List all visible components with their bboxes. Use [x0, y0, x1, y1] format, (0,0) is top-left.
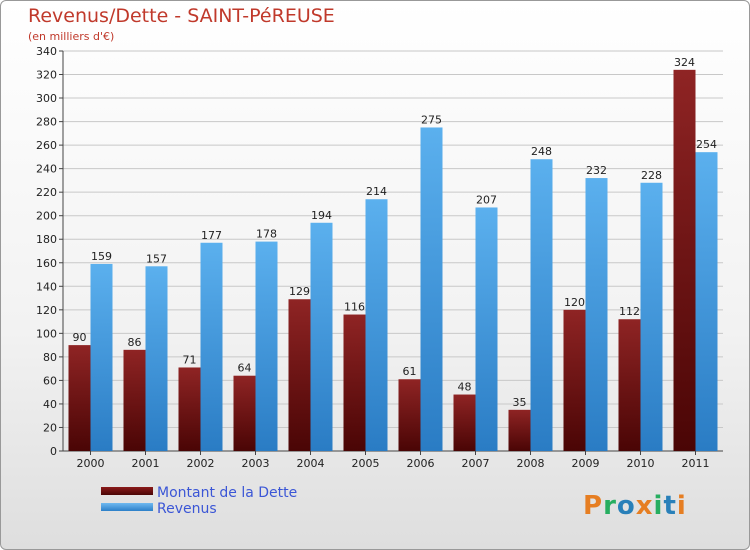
- data-label-revenus: 275: [421, 113, 442, 126]
- y-tick-label: 60: [43, 374, 57, 387]
- x-tick-label: 2011: [682, 457, 710, 470]
- legend-label-dette: Montant de la Dette: [157, 485, 298, 501]
- bar-revenus: [530, 159, 553, 451]
- data-label-revenus: 177: [201, 229, 222, 242]
- data-label-revenus: 157: [146, 252, 167, 265]
- y-tick-label: 120: [36, 304, 57, 317]
- x-tick-label: 2003: [242, 457, 270, 470]
- logo-letter: i: [653, 491, 664, 521]
- bar-dette: [288, 299, 311, 451]
- x-tick-label: 2008: [517, 457, 545, 470]
- chart-subtitle: (en milliers d'€): [28, 30, 115, 43]
- bar-dette: [68, 345, 91, 451]
- logo-letter: x: [635, 491, 654, 521]
- data-label-revenus: 207: [476, 193, 497, 206]
- data-label-dette: 61: [403, 365, 417, 378]
- data-label-revenus: 228: [641, 169, 662, 182]
- data-label-dette: 71: [183, 353, 197, 366]
- y-tick-label: 80: [43, 351, 57, 364]
- bar-revenus: [420, 127, 443, 452]
- y-tick-label: 220: [36, 186, 57, 199]
- logo-letter: r: [603, 491, 617, 521]
- y-tick-label: 320: [36, 69, 57, 82]
- bar-dette: [398, 379, 421, 451]
- bar-dette: [508, 409, 531, 451]
- bar-revenus: [90, 263, 113, 451]
- data-label-revenus: 178: [256, 228, 277, 241]
- bar-revenus: [640, 182, 663, 451]
- x-tick-label: 2005: [352, 457, 380, 470]
- bar-dette: [123, 349, 146, 451]
- y-tick-label: 340: [36, 45, 57, 58]
- legend-swatch-dette: [101, 487, 153, 495]
- data-label-dette: 324: [674, 56, 695, 69]
- data-label-dette: 116: [344, 301, 365, 314]
- bar-dette: [563, 309, 586, 451]
- data-label-revenus: 194: [311, 209, 332, 222]
- logo-letter: P: [583, 491, 604, 521]
- x-tick-label: 2006: [407, 457, 435, 470]
- data-label-revenus: 214: [366, 185, 387, 198]
- y-tick-label: 20: [43, 421, 57, 434]
- logo-letter: o: [616, 491, 636, 521]
- data-label-dette: 120: [564, 296, 585, 309]
- y-tick-label: 300: [36, 92, 57, 105]
- logo-letter: t: [663, 491, 677, 521]
- bar-revenus: [475, 207, 498, 451]
- data-label-dette: 112: [619, 305, 640, 318]
- bar-revenus: [365, 199, 388, 451]
- x-tick-label: 2007: [462, 457, 490, 470]
- data-label-revenus: 248: [531, 145, 552, 158]
- data-label-dette: 48: [458, 381, 472, 394]
- bar-revenus: [145, 266, 168, 451]
- bar-revenus: [310, 222, 333, 451]
- x-tick-label: 2001: [132, 457, 160, 470]
- y-tick-label: 140: [36, 280, 57, 293]
- data-label-revenus: 254: [696, 138, 717, 151]
- logo-letter: i: [676, 491, 687, 521]
- bar-dette: [673, 69, 696, 451]
- bar-dette: [233, 375, 256, 451]
- bar-revenus: [255, 241, 278, 451]
- bar-revenus: [585, 178, 608, 451]
- data-label-dette: 64: [238, 362, 252, 375]
- x-tick-label: 2004: [297, 457, 325, 470]
- bar-revenus: [200, 242, 223, 451]
- x-tick-label: 2009: [572, 457, 600, 470]
- y-tick-label: 100: [36, 327, 57, 340]
- legend-label-revenus: Revenus: [157, 501, 217, 517]
- y-tick-label: 0: [50, 445, 57, 458]
- x-tick-label: 2000: [77, 457, 105, 470]
- y-tick-label: 200: [36, 210, 57, 223]
- bar-dette: [453, 394, 476, 451]
- data-label-dette: 86: [128, 336, 142, 349]
- y-tick-label: 40: [43, 398, 57, 411]
- bar-dette: [618, 319, 641, 451]
- y-tick-label: 160: [36, 257, 57, 270]
- data-label-revenus: 232: [586, 164, 607, 177]
- bar-dette: [178, 367, 201, 451]
- proxiti-logo: Proxiti: [583, 491, 687, 521]
- x-tick-label: 2010: [627, 457, 655, 470]
- chart-title: Revenus/Dette - SAINT-PéREUSE: [28, 5, 335, 27]
- data-label-revenus: 159: [91, 250, 112, 263]
- data-label-dette: 90: [73, 331, 87, 344]
- y-tick-label: 280: [36, 116, 57, 129]
- bar-revenus: [695, 152, 718, 452]
- y-tick-label: 260: [36, 139, 57, 152]
- bar-dette: [343, 314, 366, 451]
- y-tick-label: 240: [36, 163, 57, 176]
- data-label-dette: 35: [513, 396, 527, 409]
- legend-swatch-revenus: [101, 503, 153, 511]
- x-tick-label: 2002: [187, 457, 215, 470]
- data-label-dette: 129: [289, 285, 310, 298]
- y-tick-label: 180: [36, 233, 57, 246]
